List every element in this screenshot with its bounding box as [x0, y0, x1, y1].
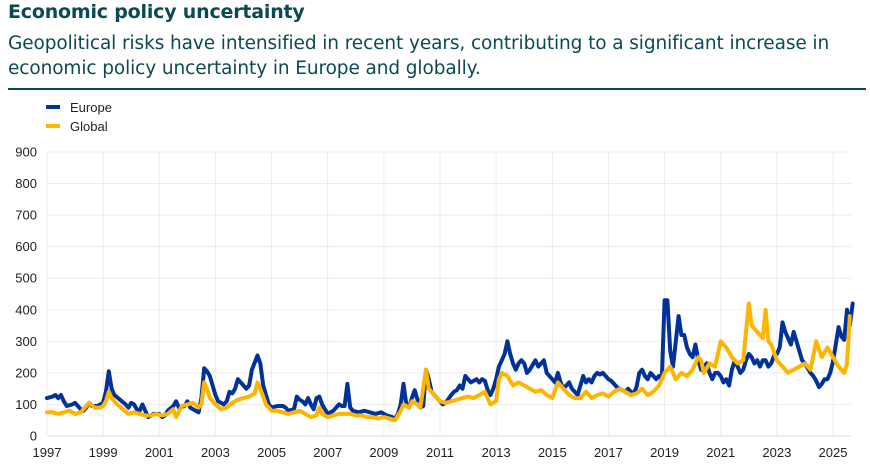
- y-tick-label: 800: [15, 176, 37, 191]
- chart-title: Economic policy uncertainty: [8, 1, 305, 23]
- series-line-global: [45, 301, 852, 423]
- x-axis-ticks: 1997 1999 2001 2003 2005 2007 2009 2011 2013 2015…: [33, 445, 848, 460]
- x-tick-label: 2025: [819, 445, 848, 460]
- x-tick-label: 2005: [257, 445, 286, 460]
- x-tick-label: 1999: [89, 445, 118, 460]
- x-tick-label: 2019: [650, 445, 679, 460]
- y-axis-ticks: 0 100 200 300 400 500 600 700 800 900: [15, 145, 37, 444]
- legend-swatch-europe: [46, 105, 60, 109]
- x-tick-label: 1997: [33, 445, 62, 460]
- legend: Europe Global: [46, 100, 112, 134]
- y-tick-label: 900: [15, 145, 37, 160]
- grid: [46, 151, 851, 437]
- y-tick-label: 0: [30, 429, 37, 444]
- y-tick-label: 200: [15, 365, 37, 380]
- series-lines: [45, 298, 855, 423]
- y-tick-label: 500: [15, 271, 37, 286]
- x-tick-label: 2009: [369, 445, 398, 460]
- x-tick-label: 2003: [201, 445, 230, 460]
- y-tick-label: 100: [15, 397, 37, 412]
- x-tick-label: 2015: [538, 445, 567, 460]
- x-tick-label: 2021: [706, 445, 735, 460]
- title-divider: [8, 88, 866, 90]
- x-tick-label: 2001: [145, 445, 174, 460]
- y-tick-label: 400: [15, 302, 37, 317]
- y-tick-label: 600: [15, 239, 37, 254]
- x-tick-label: 2007: [313, 445, 342, 460]
- legend-label-global: Global: [70, 119, 108, 134]
- x-tick-label: 2023: [762, 445, 791, 460]
- legend-label-europe: Europe: [70, 100, 112, 115]
- x-tick-label: 2017: [594, 445, 623, 460]
- x-tick-label: 2013: [482, 445, 511, 460]
- chart-subtitle: Geopolitical risks have intensified in r…: [8, 33, 830, 79]
- y-tick-label: 700: [15, 208, 37, 223]
- legend-swatch-global: [46, 124, 60, 128]
- y-tick-label: 300: [15, 334, 37, 349]
- x-tick-label: 2011: [426, 445, 454, 460]
